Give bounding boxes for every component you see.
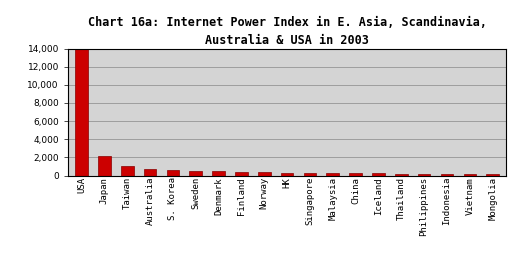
Bar (441, 174, 453, 176)
Bar (144, 169, 157, 176)
Bar (75, 49, 88, 176)
Bar (372, 173, 385, 176)
Bar (258, 172, 270, 176)
Bar (167, 170, 179, 176)
Bar (212, 171, 225, 176)
Bar (487, 174, 499, 176)
Bar (281, 173, 293, 176)
Bar (418, 174, 431, 176)
Title: Chart 16a: Internet Power Index in E. Asia, Scandinavia,
Australia & USA in 2003: Chart 16a: Internet Power Index in E. As… (88, 16, 487, 48)
Bar (464, 174, 476, 176)
Bar (121, 166, 134, 176)
Bar (189, 171, 202, 176)
Bar (304, 173, 316, 176)
Bar (349, 173, 362, 176)
Bar (235, 172, 248, 176)
Bar (395, 174, 408, 176)
Bar (326, 173, 339, 176)
Bar (98, 156, 111, 176)
